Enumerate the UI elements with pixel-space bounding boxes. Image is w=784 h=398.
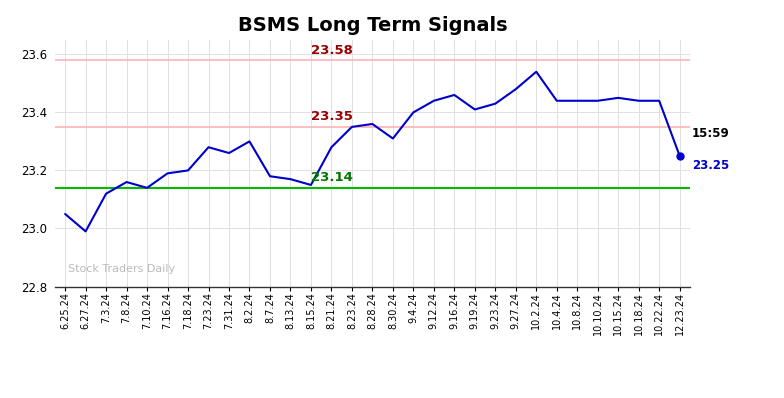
Text: 15:59: 15:59 (692, 127, 730, 140)
Text: Stock Traders Daily: Stock Traders Daily (67, 264, 175, 274)
Title: BSMS Long Term Signals: BSMS Long Term Signals (238, 16, 507, 35)
Text: 23.25: 23.25 (692, 159, 729, 172)
Text: 23.35: 23.35 (311, 110, 353, 123)
Text: 23.14: 23.14 (311, 172, 353, 184)
Text: 23.58: 23.58 (311, 44, 353, 57)
